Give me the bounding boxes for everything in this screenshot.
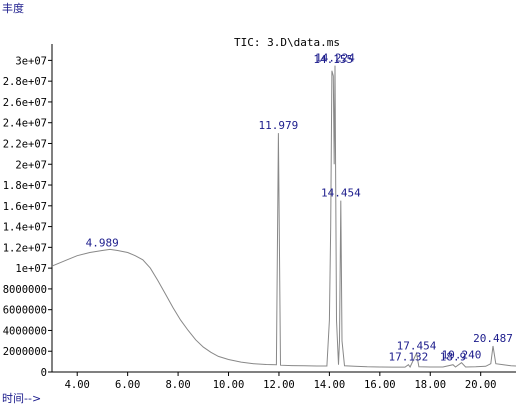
y-axis-label: 丰度 [2, 1, 24, 15]
peak-label: 4.989 [86, 236, 119, 249]
y-tick-label: 1.8e+07 [3, 180, 47, 192]
series-traces [51, 65, 517, 368]
x-tick-label: 10.00 [213, 379, 245, 391]
x-tick-label: 4.00 [65, 379, 90, 391]
axes [51, 44, 516, 373]
y-tick-label: 2.6e+07 [3, 97, 47, 109]
y-tick-label: 3e+07 [15, 55, 47, 67]
y-tick-label: 2.8e+07 [3, 76, 47, 88]
peak-label: 14.454 [321, 187, 361, 200]
y-tick-label: 2000000 [3, 346, 47, 358]
y-tick-label: 2.2e+07 [3, 138, 47, 150]
y-tick-label: 1.4e+07 [3, 222, 47, 234]
peak-label: 19.240 [442, 349, 482, 362]
x-tick-label: 6.00 [115, 379, 140, 391]
y-tick-label: 2.4e+07 [3, 118, 47, 130]
y-tick-label: 2e+07 [15, 159, 47, 171]
peak-label: 11.979 [259, 119, 299, 132]
peak-label: 14.155 [313, 53, 353, 66]
x-tick-label: 8.00 [165, 379, 190, 391]
chart-title: TIC: 3.D\data.ms [234, 36, 340, 49]
y-tick-label: 8000000 [3, 284, 47, 296]
peak-label: 14.224 [315, 52, 355, 65]
x-tick-label: 12.00 [263, 379, 295, 391]
peak-label: 17.454 [397, 339, 437, 352]
y-tick-label: 1.2e+07 [3, 242, 47, 254]
peak-label: 20.487 [473, 332, 513, 345]
y-tick-label: 0 [41, 367, 47, 379]
series-line-tic [51, 65, 517, 368]
x-tick-label: 20.00 [465, 379, 497, 391]
x-axis-label: 时间--> [2, 392, 41, 405]
peak-label: 17.132 [388, 351, 428, 364]
peak-label: 18.9 [440, 351, 467, 364]
y-tick-label: 1.6e+07 [3, 201, 47, 213]
x-tick-label: 16.00 [364, 379, 396, 391]
y-tick-label: 1e+07 [15, 263, 47, 275]
y-tick-label: 6000000 [3, 305, 47, 317]
x-axis-ticks: 4.00 6.00 8.00 10.00 12.00 14.00 16.00 18.00 20.… [65, 372, 497, 391]
x-tick-label: 18.00 [414, 379, 446, 391]
y-axis-ticks: 0 2000000 4000000 6000000 8000000 1e+07 1.2e+0… [3, 55, 52, 379]
y-tick-label: 4000000 [3, 325, 47, 337]
x-tick-label: 14.00 [314, 379, 346, 391]
